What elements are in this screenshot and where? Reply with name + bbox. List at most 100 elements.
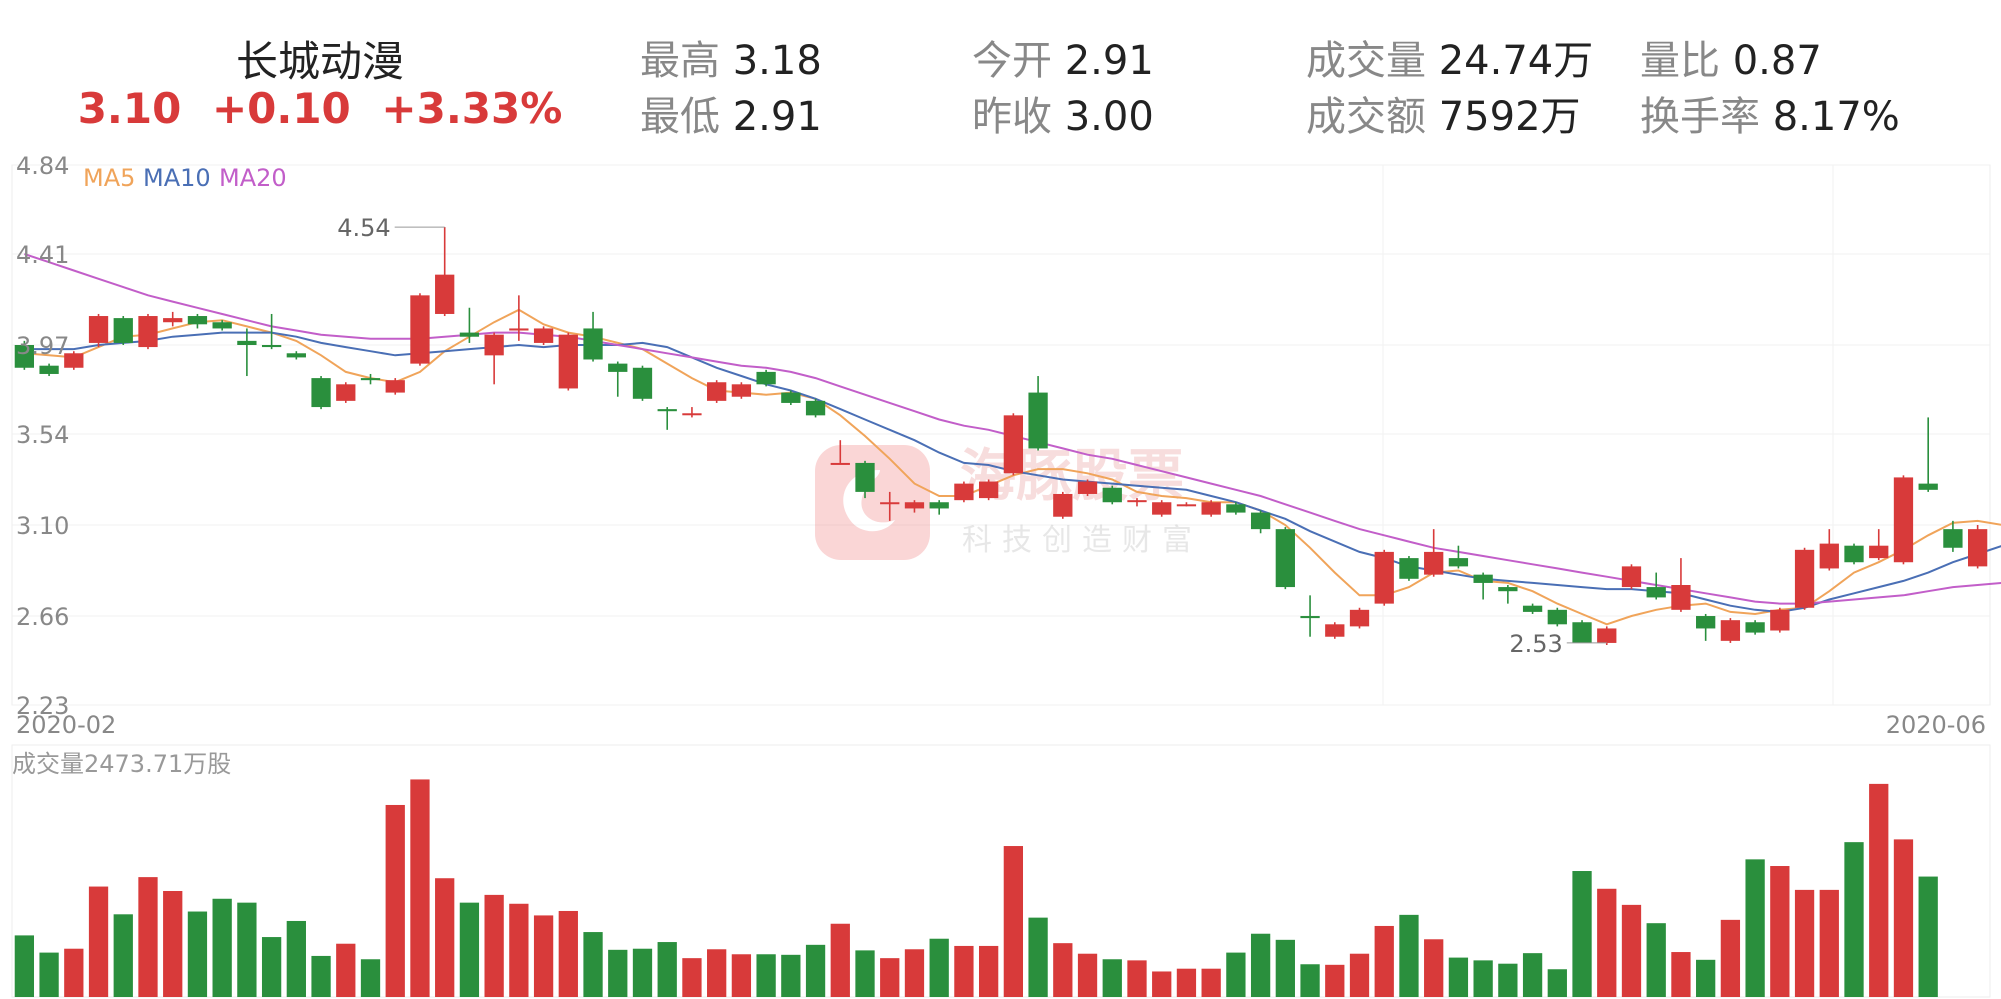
candle-body xyxy=(1325,624,1345,637)
stat-low: 最低 2.91 xyxy=(640,94,822,140)
candle-body xyxy=(336,384,356,401)
volume-bar xyxy=(1770,866,1790,997)
x-label-end: 2020-06 xyxy=(1886,711,1986,739)
volume-bar xyxy=(805,944,826,997)
candle-body xyxy=(781,392,801,403)
candle xyxy=(1127,498,1147,507)
candle-body xyxy=(1646,587,1666,598)
candle-body xyxy=(954,483,974,501)
volume-bar xyxy=(1572,871,1592,997)
volume-bar xyxy=(1399,914,1419,997)
volume-bar xyxy=(583,932,603,997)
candle-body xyxy=(583,328,603,360)
candle xyxy=(731,382,752,399)
candle xyxy=(88,313,109,348)
volume-bar xyxy=(731,954,752,997)
candle-body xyxy=(163,318,183,323)
candle xyxy=(1325,622,1345,639)
candle xyxy=(830,440,850,465)
volume-panel-border xyxy=(11,744,1991,998)
candle xyxy=(435,227,455,317)
volume-bar xyxy=(1201,968,1221,997)
volume-bar xyxy=(632,948,653,997)
volume-bar xyxy=(781,954,801,997)
candle-body xyxy=(138,316,158,348)
stat-turnover: 成交额 7592万 xyxy=(1306,94,1581,140)
candle-body xyxy=(880,502,900,505)
watermark-subtitle: 科技创造财富 xyxy=(962,523,1202,558)
candle xyxy=(855,460,875,499)
volume-bar xyxy=(187,911,208,997)
candle-body xyxy=(509,328,529,331)
candle-body xyxy=(632,367,653,399)
candle-body xyxy=(14,345,35,368)
candle xyxy=(14,340,35,370)
candle xyxy=(1226,502,1246,515)
candle xyxy=(904,500,925,513)
candle-body xyxy=(1720,620,1741,641)
candle-body xyxy=(1275,529,1295,588)
candle xyxy=(187,313,208,329)
volume-bar xyxy=(509,903,529,997)
volume-bar xyxy=(1893,839,1914,997)
candle-body xyxy=(187,316,208,325)
stat-volume: 成交量 24.74万 xyxy=(1306,38,1594,84)
volume-bar xyxy=(1102,959,1122,997)
candle-body xyxy=(657,409,677,412)
candle xyxy=(682,407,702,418)
volume-bar xyxy=(1275,939,1295,997)
volume-bar xyxy=(1250,933,1271,997)
candle xyxy=(237,328,257,377)
candle xyxy=(1967,525,1988,569)
candle xyxy=(1572,620,1592,643)
candle-body xyxy=(1918,483,1938,490)
candle xyxy=(1621,564,1642,590)
candle xyxy=(1448,545,1469,569)
volume-bar xyxy=(212,898,232,997)
candle xyxy=(64,351,84,370)
candle xyxy=(1770,607,1790,633)
volume-bars xyxy=(11,744,1991,998)
y-tick-label: 4.84 xyxy=(16,152,69,180)
candle xyxy=(360,373,381,385)
candle-body xyxy=(1696,616,1716,629)
candle-body xyxy=(1893,477,1914,563)
candle xyxy=(1547,607,1567,627)
candle xyxy=(1943,520,1963,552)
candle-body xyxy=(1473,574,1493,583)
candle-body xyxy=(1844,545,1864,563)
candle xyxy=(138,313,158,350)
legend-ma5: MA5 xyxy=(83,164,135,192)
candle-body xyxy=(1003,415,1024,474)
candle xyxy=(1597,626,1617,645)
y-tick-label: 3.10 xyxy=(16,512,69,540)
candle-body xyxy=(1869,545,1889,559)
candle xyxy=(608,361,628,397)
legend: MA5 MA10 MA20 xyxy=(83,164,287,192)
volume-bar xyxy=(385,804,405,997)
candle xyxy=(1053,491,1073,519)
candle-body xyxy=(1399,558,1419,579)
candle xyxy=(1275,527,1295,590)
y-tick-label: 3.97 xyxy=(16,332,69,360)
y-tick-label: 4.41 xyxy=(16,241,69,269)
volume-bar xyxy=(1176,968,1197,997)
volume-bar xyxy=(1522,953,1543,997)
volume-bar xyxy=(1646,923,1666,997)
candle xyxy=(212,320,232,331)
candle-body xyxy=(756,371,776,385)
candle-body xyxy=(1522,605,1543,612)
price-line: 3.10 +0.10 +3.33% xyxy=(0,84,640,133)
candle xyxy=(336,382,356,403)
candle-body xyxy=(830,462,850,465)
candle-body xyxy=(435,274,455,314)
candle-body xyxy=(1770,609,1790,631)
price-grid xyxy=(11,164,1991,706)
volume-bar xyxy=(954,945,974,997)
low-annotation: 2.53 xyxy=(1509,630,1562,658)
volume-bar xyxy=(336,943,356,997)
candle-body xyxy=(113,318,133,343)
volume-bar xyxy=(64,948,84,997)
candle-body xyxy=(212,322,232,329)
